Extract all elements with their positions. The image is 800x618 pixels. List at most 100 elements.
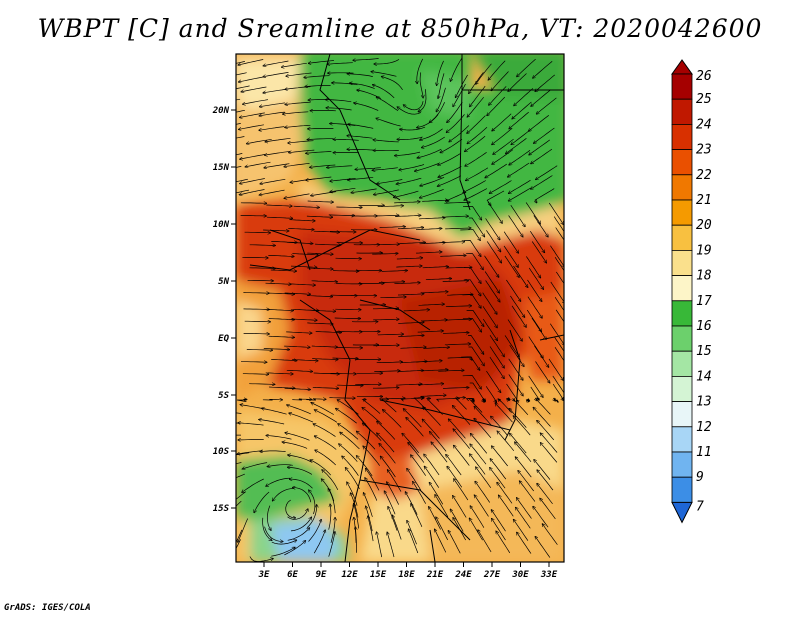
streamline — [453, 496, 467, 518]
streamline — [361, 400, 381, 414]
streamline — [313, 231, 340, 232]
streamline — [267, 465, 293, 467]
streamline — [444, 202, 470, 203]
streamline — [527, 296, 542, 318]
latitude-axis: 20N 15N 10N 5N EQ 5S 10S 15S — [212, 106, 236, 514]
streamline — [463, 266, 481, 283]
streamline — [379, 398, 405, 399]
streamline — [328, 489, 336, 514]
streamline — [554, 257, 564, 272]
streamline — [503, 245, 518, 267]
streamline — [508, 162, 530, 177]
lon-tick-label: 30E — [511, 570, 529, 580]
streamline — [259, 189, 285, 195]
lat-tick-label: 5N — [218, 277, 229, 287]
streamline — [254, 491, 270, 513]
streamline — [511, 305, 526, 327]
streamline — [492, 113, 512, 131]
streamline — [469, 72, 484, 93]
streamline — [463, 240, 481, 256]
streamline — [496, 531, 511, 554]
streamline — [407, 469, 422, 491]
streamline — [420, 176, 445, 186]
streamline — [307, 268, 333, 269]
streamline — [287, 528, 310, 541]
colorbar-swatch — [671, 275, 693, 302]
colorbar-bottom-arrow — [671, 501, 693, 524]
streamline — [236, 109, 245, 113]
streamline — [504, 255, 519, 277]
streamline — [396, 177, 422, 184]
streamline — [534, 345, 548, 367]
streamline — [429, 483, 444, 505]
streamline — [508, 73, 527, 92]
streamline — [377, 532, 383, 558]
streamline — [311, 281, 338, 282]
streamline — [550, 281, 564, 303]
streamline — [447, 101, 463, 122]
streamline — [291, 319, 317, 320]
streamline — [495, 403, 513, 423]
streamline — [497, 483, 513, 504]
streamline — [485, 218, 500, 239]
colorbar-swatch — [671, 149, 693, 176]
streamline — [417, 148, 442, 158]
streamline — [488, 60, 506, 80]
streamline — [548, 202, 563, 224]
streamline — [260, 178, 286, 184]
streamline — [373, 85, 395, 99]
streamline — [406, 418, 424, 437]
streamline — [419, 72, 423, 97]
streamline — [550, 245, 564, 267]
streamline — [535, 188, 555, 203]
streamline — [342, 456, 359, 476]
colorbar-label: 11 — [696, 445, 712, 460]
colorbar-swatch — [671, 401, 693, 428]
streamline — [400, 347, 426, 348]
streamline — [315, 450, 336, 466]
streamline — [533, 61, 553, 78]
colorbar-label: 25 — [696, 92, 712, 107]
streamline — [241, 362, 267, 363]
streamline — [411, 504, 423, 527]
streamline — [446, 455, 462, 476]
streamline — [509, 187, 531, 201]
streamline — [284, 193, 310, 198]
streamline — [482, 306, 497, 327]
streamline — [266, 477, 291, 486]
streamline — [422, 200, 448, 201]
streamline — [244, 321, 271, 322]
streamline — [470, 444, 487, 465]
streamline — [262, 399, 282, 400]
lon-tick-label: 33E — [540, 570, 558, 580]
streamline — [533, 507, 549, 528]
streamline — [531, 241, 546, 263]
streamline — [394, 215, 421, 216]
streamline — [416, 361, 442, 362]
streamline — [462, 375, 482, 389]
streamline — [393, 515, 402, 540]
streamline — [397, 136, 423, 140]
streamline — [484, 255, 499, 277]
longitude-axis: 3E 6E 9E 12E 15E 18E 21E 24E 27E 30E 33E — [258, 562, 558, 580]
streamline — [462, 206, 482, 220]
streamline — [249, 268, 276, 269]
streamline — [292, 254, 318, 255]
lon-tick-label: 21E — [426, 570, 444, 580]
streamline — [330, 124, 356, 126]
streamline — [376, 97, 399, 111]
streamline — [243, 99, 268, 105]
streamline — [438, 73, 445, 98]
colorbar-label: 14 — [696, 369, 712, 384]
streamline — [531, 317, 546, 339]
grads-credit: GrADS: IGES/COLA — [4, 603, 91, 613]
streamline — [397, 228, 424, 229]
streamline — [506, 383, 519, 403]
streamline — [425, 279, 452, 280]
lat-tick-label: EQ — [218, 334, 229, 344]
lon-tick-label: 18E — [398, 570, 415, 580]
streamline — [470, 85, 486, 106]
colorbar-label: 16 — [696, 319, 712, 334]
streamline — [259, 126, 285, 131]
streamline — [287, 405, 311, 415]
